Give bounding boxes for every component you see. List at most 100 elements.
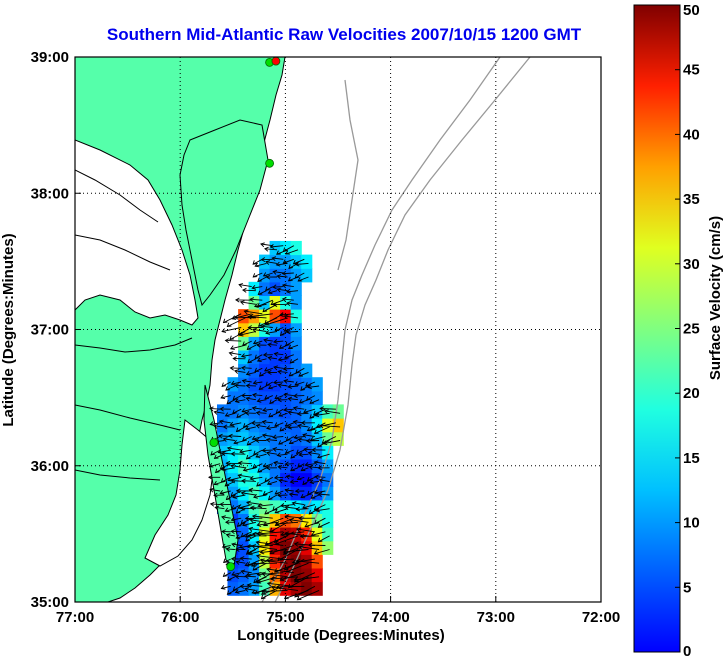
- velocity-arrowhead: [277, 464, 283, 470]
- velocity-arrow: [263, 490, 273, 496]
- heatmap-cell: [269, 254, 281, 269]
- velocity-arrow: [253, 449, 263, 455]
- velocity-arrowhead: [249, 313, 255, 319]
- heatmap-cell: [259, 486, 271, 501]
- velocity-arrowhead: [268, 412, 274, 418]
- velocity-arrow: [261, 590, 278, 600]
- velocity-arrow: [263, 339, 273, 342]
- velocity-arrowhead: [245, 454, 251, 460]
- heatmap-cell: [248, 567, 260, 583]
- velocity-arrowhead: [244, 425, 250, 431]
- velocity-arrowhead: [319, 406, 324, 412]
- heatmap-cell: [238, 540, 250, 555]
- velocity-arrowhead: [283, 314, 289, 320]
- velocity-arrowhead: [295, 368, 300, 374]
- heatmap-cell: [248, 363, 260, 378]
- heatmap-cell: [269, 472, 281, 487]
- velocity-arrowhead: [294, 273, 300, 279]
- velocity-arrow: [231, 572, 242, 576]
- colorbar: 0 5 10 15 20 25 30 35 40 45 50 Surface Velocity (c…: [633, 2, 724, 659]
- heatmap-cell: [290, 540, 302, 555]
- velocity-arrowhead: [310, 494, 316, 499]
- velocity-arrow: [264, 367, 273, 372]
- velocity-arrow: [298, 276, 309, 282]
- velocity-arrowhead: [317, 442, 322, 448]
- velocity-arrow: [302, 434, 315, 437]
- velocity-arrow: [241, 531, 252, 538]
- colorbar-ticks: 0 5 10 15 20 25 30 35 40 45 50: [675, 2, 700, 659]
- velocity-arrow: [288, 426, 299, 429]
- y-tick-label: 38:00: [31, 185, 69, 202]
- x-tick-label: 77:00: [56, 609, 94, 626]
- velocity-arrowhead: [303, 447, 308, 453]
- velocity-arrow: [261, 572, 288, 578]
- velocity-arrowhead: [319, 423, 324, 429]
- velocity-arrowhead: [251, 284, 257, 290]
- velocity-arrowhead: [256, 482, 261, 487]
- velocity-arrow: [274, 422, 284, 427]
- velocity-arrowhead: [258, 372, 264, 377]
- velocity-arrowhead: [287, 277, 293, 282]
- velocity-arrowhead: [291, 559, 297, 565]
- velocity-arrowhead: [223, 558, 228, 564]
- heatmap-cell: [259, 567, 271, 583]
- velocity-arrow: [244, 588, 256, 591]
- heatmap-cell: [259, 499, 271, 514]
- velocity-arrow: [308, 452, 320, 455]
- velocity-arrowhead: [296, 595, 302, 601]
- heatmap-cell: [301, 567, 313, 583]
- velocity-arrowhead: [225, 495, 231, 501]
- velocity-arrowhead: [272, 447, 278, 452]
- velocity-arrow: [262, 421, 273, 424]
- velocity-arrowhead: [306, 426, 312, 432]
- velocity-arrowhead: [281, 270, 287, 276]
- velocity-arrowhead: [255, 410, 261, 416]
- velocity-arrow: [267, 480, 278, 485]
- velocity-arrowhead: [256, 342, 261, 348]
- velocity-arrowhead: [234, 383, 239, 389]
- velocity-arrow: [275, 490, 284, 495]
- velocity-arrowhead: [276, 452, 282, 458]
- velocity-arrowhead: [283, 594, 289, 600]
- heatmap-cell: [290, 254, 302, 269]
- velocity-arrowhead: [287, 344, 293, 349]
- velocity-arrowhead: [277, 383, 283, 388]
- heatmap-cell: [290, 445, 302, 460]
- velocity-arrowhead: [231, 542, 237, 548]
- velocity-arrow: [236, 412, 246, 418]
- velocity-arrow: [276, 521, 299, 525]
- velocity-arrowhead: [245, 383, 251, 389]
- velocity-arrowhead: [235, 488, 241, 494]
- velocity-arrowhead: [229, 365, 235, 371]
- velocity-arrow: [277, 453, 288, 456]
- heatmap-cell: [248, 377, 260, 392]
- velocity-arrowhead: [288, 518, 294, 523]
- radar-station-marker: [226, 562, 236, 571]
- velocity-arrowhead: [295, 506, 301, 512]
- velocity-arrow: [324, 410, 341, 414]
- velocity-arrowhead: [276, 274, 282, 279]
- velocity-arrowhead: [219, 502, 225, 507]
- velocity-arrowhead: [293, 541, 299, 547]
- velocity-arrow: [297, 412, 309, 415]
- velocity-arrow: [283, 367, 294, 370]
- velocity-arrow: [285, 463, 294, 465]
- velocity-arrowhead: [262, 463, 268, 468]
- velocity-arrow: [277, 288, 288, 292]
- velocity-arrow: [285, 489, 294, 492]
- velocity-arrowhead: [280, 531, 285, 537]
- heatmap-cell: [311, 445, 323, 460]
- velocity-arrowhead: [267, 495, 273, 501]
- velocity-arrow: [280, 572, 305, 581]
- velocity-arrow: [296, 528, 315, 533]
- heatmap-cell: [227, 486, 239, 501]
- velocity-arrow: [284, 393, 294, 397]
- velocity-arrowhead: [281, 283, 287, 289]
- velocity-arrow: [267, 343, 278, 346]
- velocity-arrowhead: [288, 372, 294, 377]
- velocity-arrow: [317, 453, 330, 459]
- velocity-arrow: [296, 508, 309, 510]
- velocity-arrowhead: [306, 395, 311, 401]
- velocity-arrowhead: [261, 419, 267, 425]
- velocity-arrow: [286, 331, 299, 333]
